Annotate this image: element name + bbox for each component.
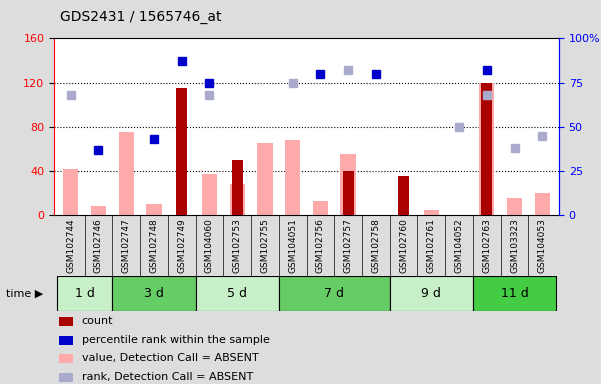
Bar (230, 184, 245, 215)
Text: GSM102748: GSM102748 (150, 218, 159, 273)
Text: value, Detection Call = ABSENT: value, Detection Call = ABSENT (82, 353, 258, 363)
Bar (59, 354, 73, 363)
Bar (176, 88, 188, 215)
Bar (389, 276, 473, 311)
Text: 3 d: 3 d (144, 287, 164, 300)
Text: GSM104053: GSM104053 (538, 218, 547, 273)
Text: GSM102763: GSM102763 (483, 218, 491, 273)
Text: GSM102749: GSM102749 (177, 218, 186, 273)
Bar (313, 201, 328, 215)
Text: rank, Detection Call = ABSENT: rank, Detection Call = ABSENT (82, 372, 253, 382)
Bar (341, 154, 356, 215)
Text: GSM102746: GSM102746 (94, 218, 103, 273)
Text: time ▶: time ▶ (6, 289, 43, 299)
Bar (59, 336, 73, 345)
Text: GSM102758: GSM102758 (371, 218, 380, 273)
Bar (473, 276, 556, 311)
Bar (535, 193, 550, 215)
Text: GSM104052: GSM104052 (454, 218, 463, 273)
Text: GSM102744: GSM102744 (66, 218, 75, 273)
Text: GSM102757: GSM102757 (344, 218, 353, 273)
Bar (59, 372, 73, 382)
Text: GSM102753: GSM102753 (233, 218, 242, 273)
Text: GSM104051: GSM104051 (288, 218, 297, 273)
Bar (231, 160, 243, 215)
Text: count: count (82, 316, 114, 326)
Text: GDS2431 / 1565746_at: GDS2431 / 1565746_at (60, 10, 222, 23)
Text: GSM102755: GSM102755 (260, 218, 269, 273)
Bar (398, 176, 409, 215)
Text: 1 d: 1 d (75, 287, 94, 300)
Text: 7 d: 7 d (325, 287, 344, 300)
Text: GSM102756: GSM102756 (316, 218, 325, 273)
Bar (279, 276, 389, 311)
Bar (57, 276, 112, 311)
Text: GSM104060: GSM104060 (205, 218, 214, 273)
Bar (118, 132, 134, 215)
Bar (479, 83, 495, 215)
Text: 11 d: 11 d (501, 287, 528, 300)
Text: 9 d: 9 d (421, 287, 441, 300)
Bar (63, 169, 78, 215)
Bar (59, 317, 73, 326)
Text: percentile rank within the sample: percentile rank within the sample (82, 335, 270, 345)
Bar (257, 143, 272, 215)
Bar (112, 276, 195, 311)
Text: GSM103323: GSM103323 (510, 218, 519, 273)
Bar (507, 199, 522, 215)
Bar (202, 174, 217, 215)
Text: GSM102761: GSM102761 (427, 218, 436, 273)
Bar (424, 210, 439, 215)
Text: GSM102747: GSM102747 (122, 218, 130, 273)
Bar (195, 276, 279, 311)
Text: GSM102760: GSM102760 (399, 218, 408, 273)
Bar (285, 140, 300, 215)
Text: 5 d: 5 d (227, 287, 247, 300)
Bar (91, 206, 106, 215)
Bar (343, 171, 353, 215)
Bar (146, 204, 162, 215)
Bar (481, 83, 492, 215)
